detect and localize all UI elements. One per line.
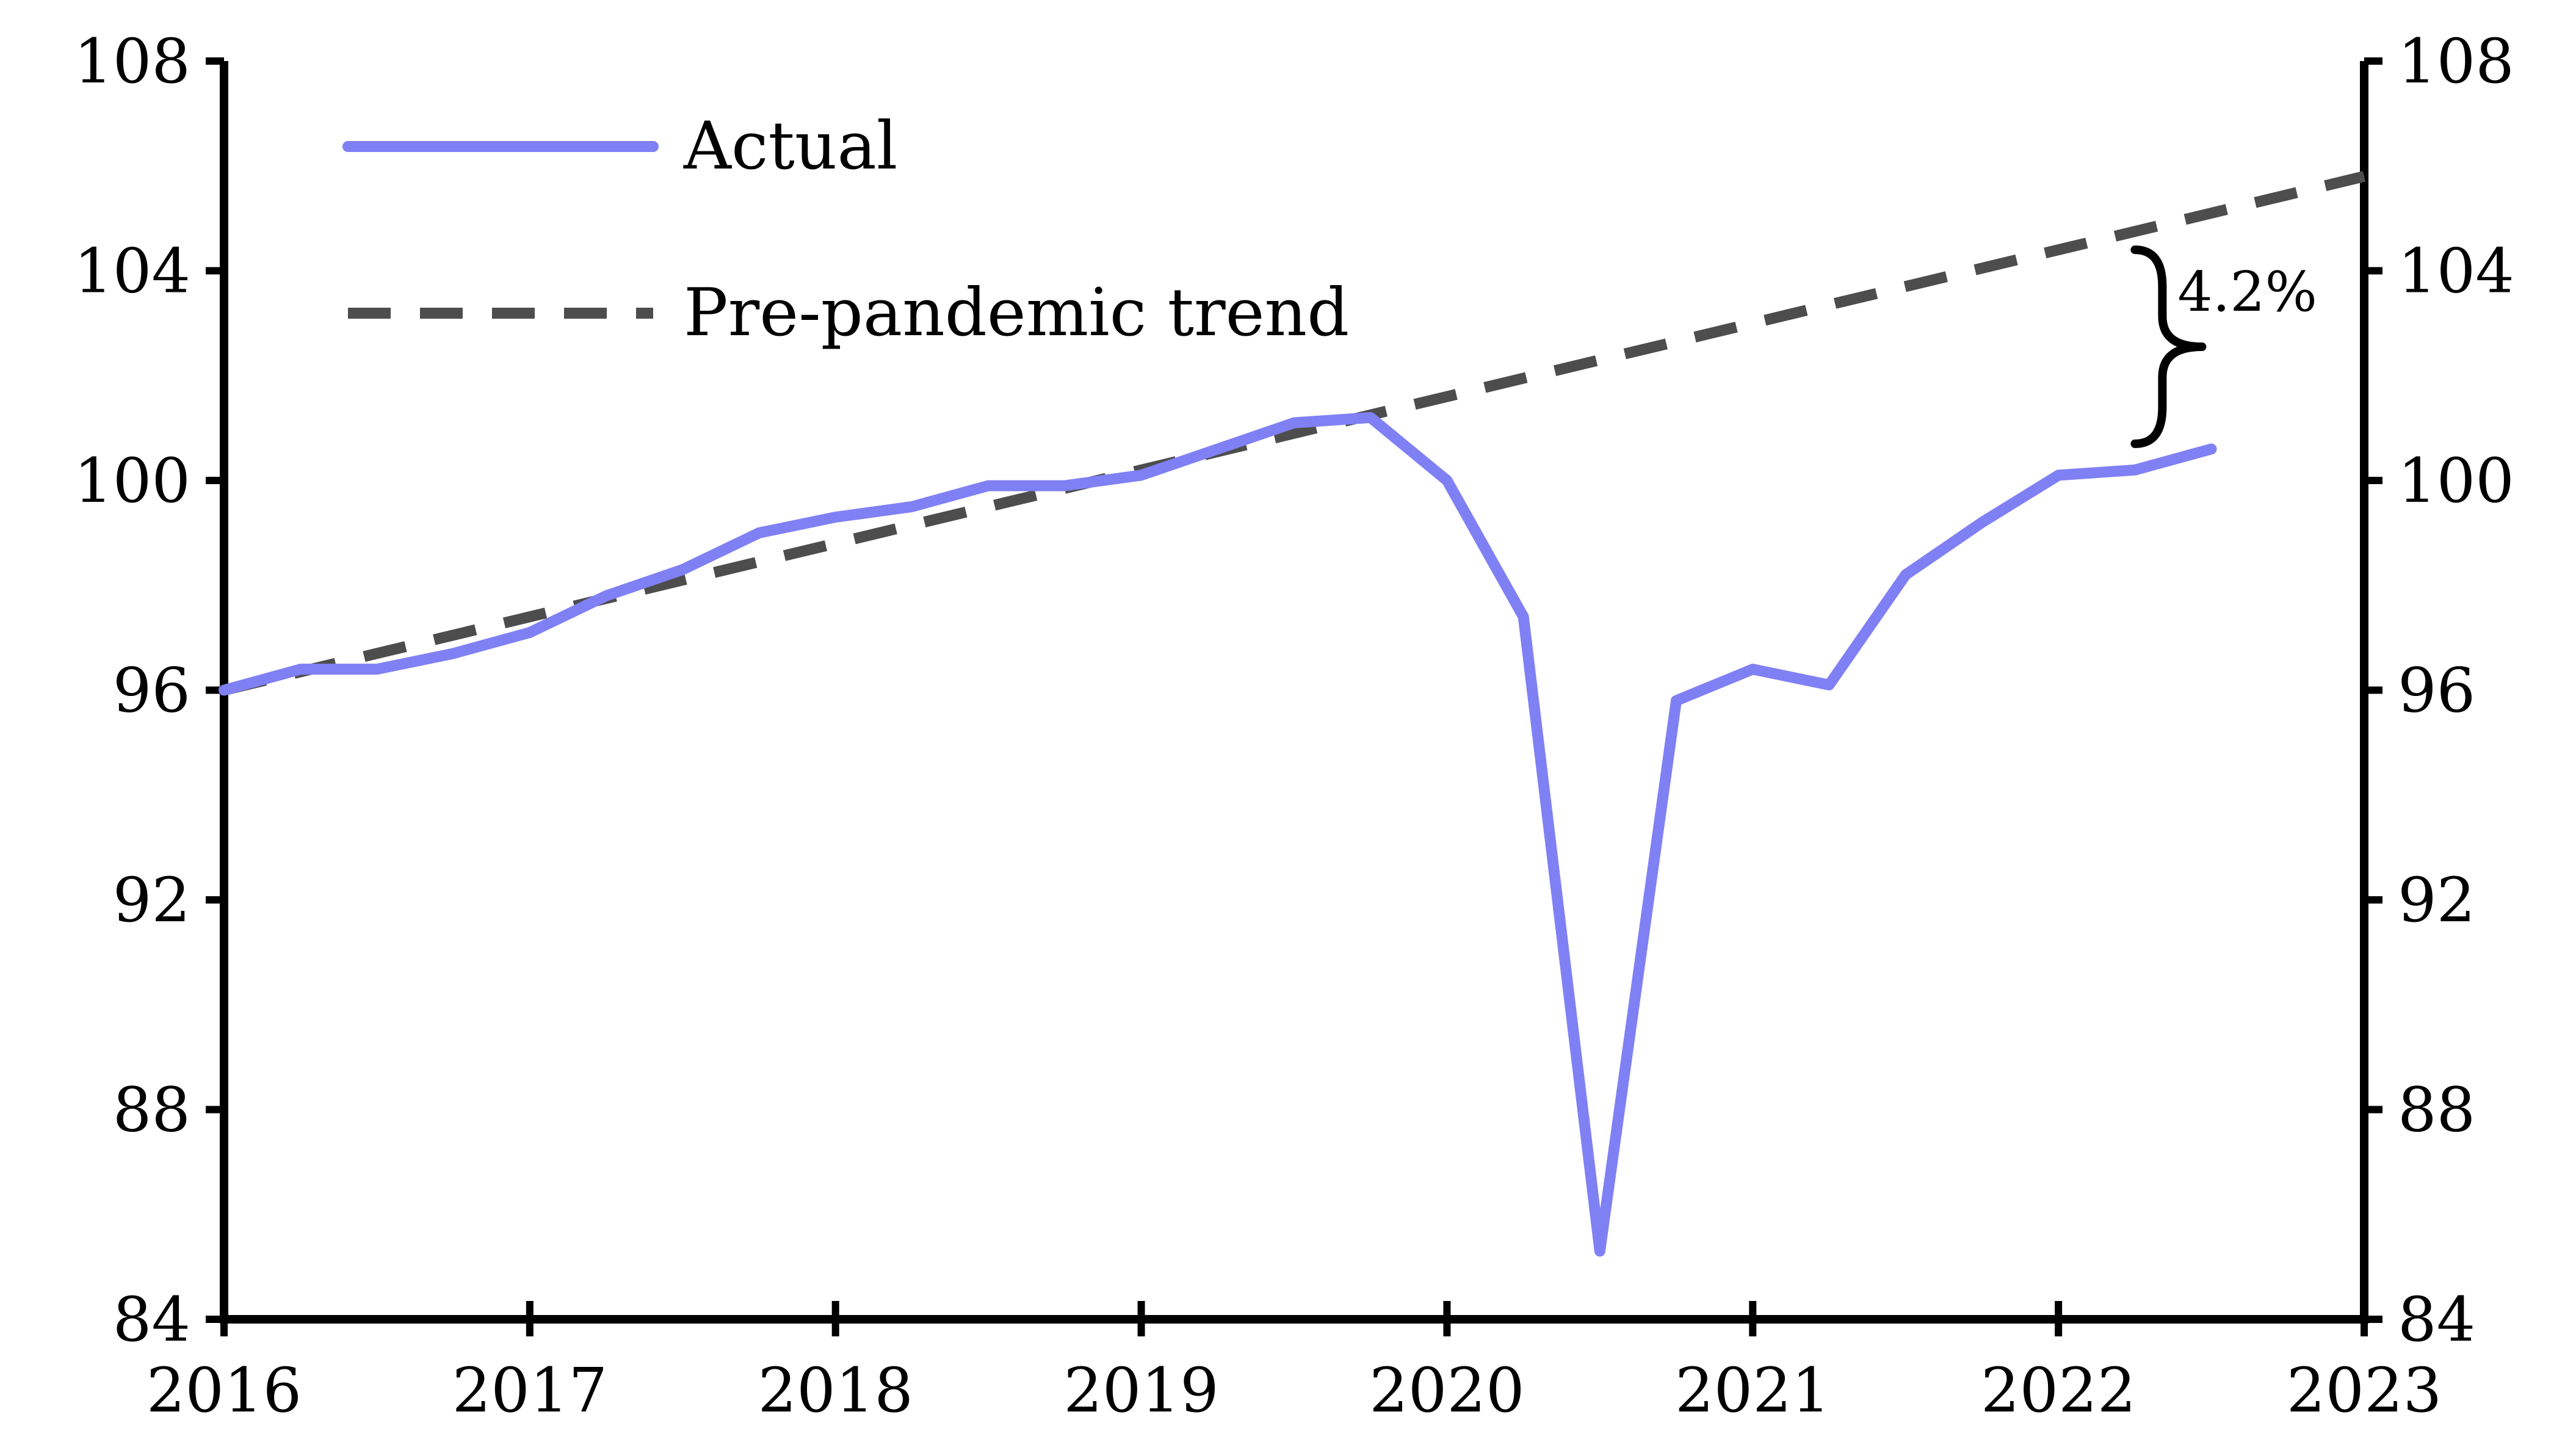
x-tick-label: 2019 — [1063, 1355, 1219, 1426]
y-tick-label-right: 104 — [2398, 236, 2514, 307]
gap-annotation: 4.2% — [2130, 245, 2317, 448]
gap-brace — [2130, 245, 2207, 448]
y-tick-label-right: 96 — [2398, 655, 2475, 726]
y-tick-label-right: 108 — [2398, 26, 2514, 97]
trend-line — [222, 171, 2366, 696]
axes: 84 84 88 88 92 92 96 96 100 100 104 104 108 108 2016 20… — [74, 26, 2514, 1426]
y-tick-label-left: 92 — [113, 864, 190, 936]
x-tick-label: 2022 — [1981, 1355, 2136, 1426]
y-tick-label-left: 108 — [74, 26, 190, 97]
y-tick-label-right: 100 — [2398, 445, 2514, 516]
x-tick-label: 2016 — [147, 1355, 302, 1426]
x-tick-label: 2023 — [2287, 1355, 2442, 1426]
legend: Actual Pre-pandemic trend — [342, 108, 1349, 351]
actual-line — [219, 411, 2217, 1257]
x-tick-label: 2020 — [1369, 1355, 1525, 1426]
y-tick-label-left: 88 — [113, 1074, 190, 1146]
x-tick-label: 2021 — [1675, 1355, 1831, 1426]
legend-label-trend: Pre-pandemic trend — [684, 275, 1349, 351]
y-tick-label-right: 88 — [2398, 1074, 2475, 1146]
y-tick-label-right: 84 — [2398, 1284, 2475, 1355]
actual-series — [219, 411, 2217, 1257]
x-tick-label: 2018 — [758, 1355, 913, 1426]
gap-label: 4.2% — [2177, 260, 2317, 324]
legend-label-actual: Actual — [683, 108, 897, 184]
y-tick-label-right: 92 — [2398, 864, 2475, 936]
x-tick-label: 2017 — [452, 1355, 608, 1426]
y-tick-label-left: 84 — [113, 1284, 190, 1355]
y-tick-label-left: 104 — [74, 236, 190, 307]
y-tick-label-left: 96 — [113, 655, 190, 726]
y-tick-label-left: 100 — [74, 445, 190, 516]
trend-series — [222, 171, 2366, 696]
